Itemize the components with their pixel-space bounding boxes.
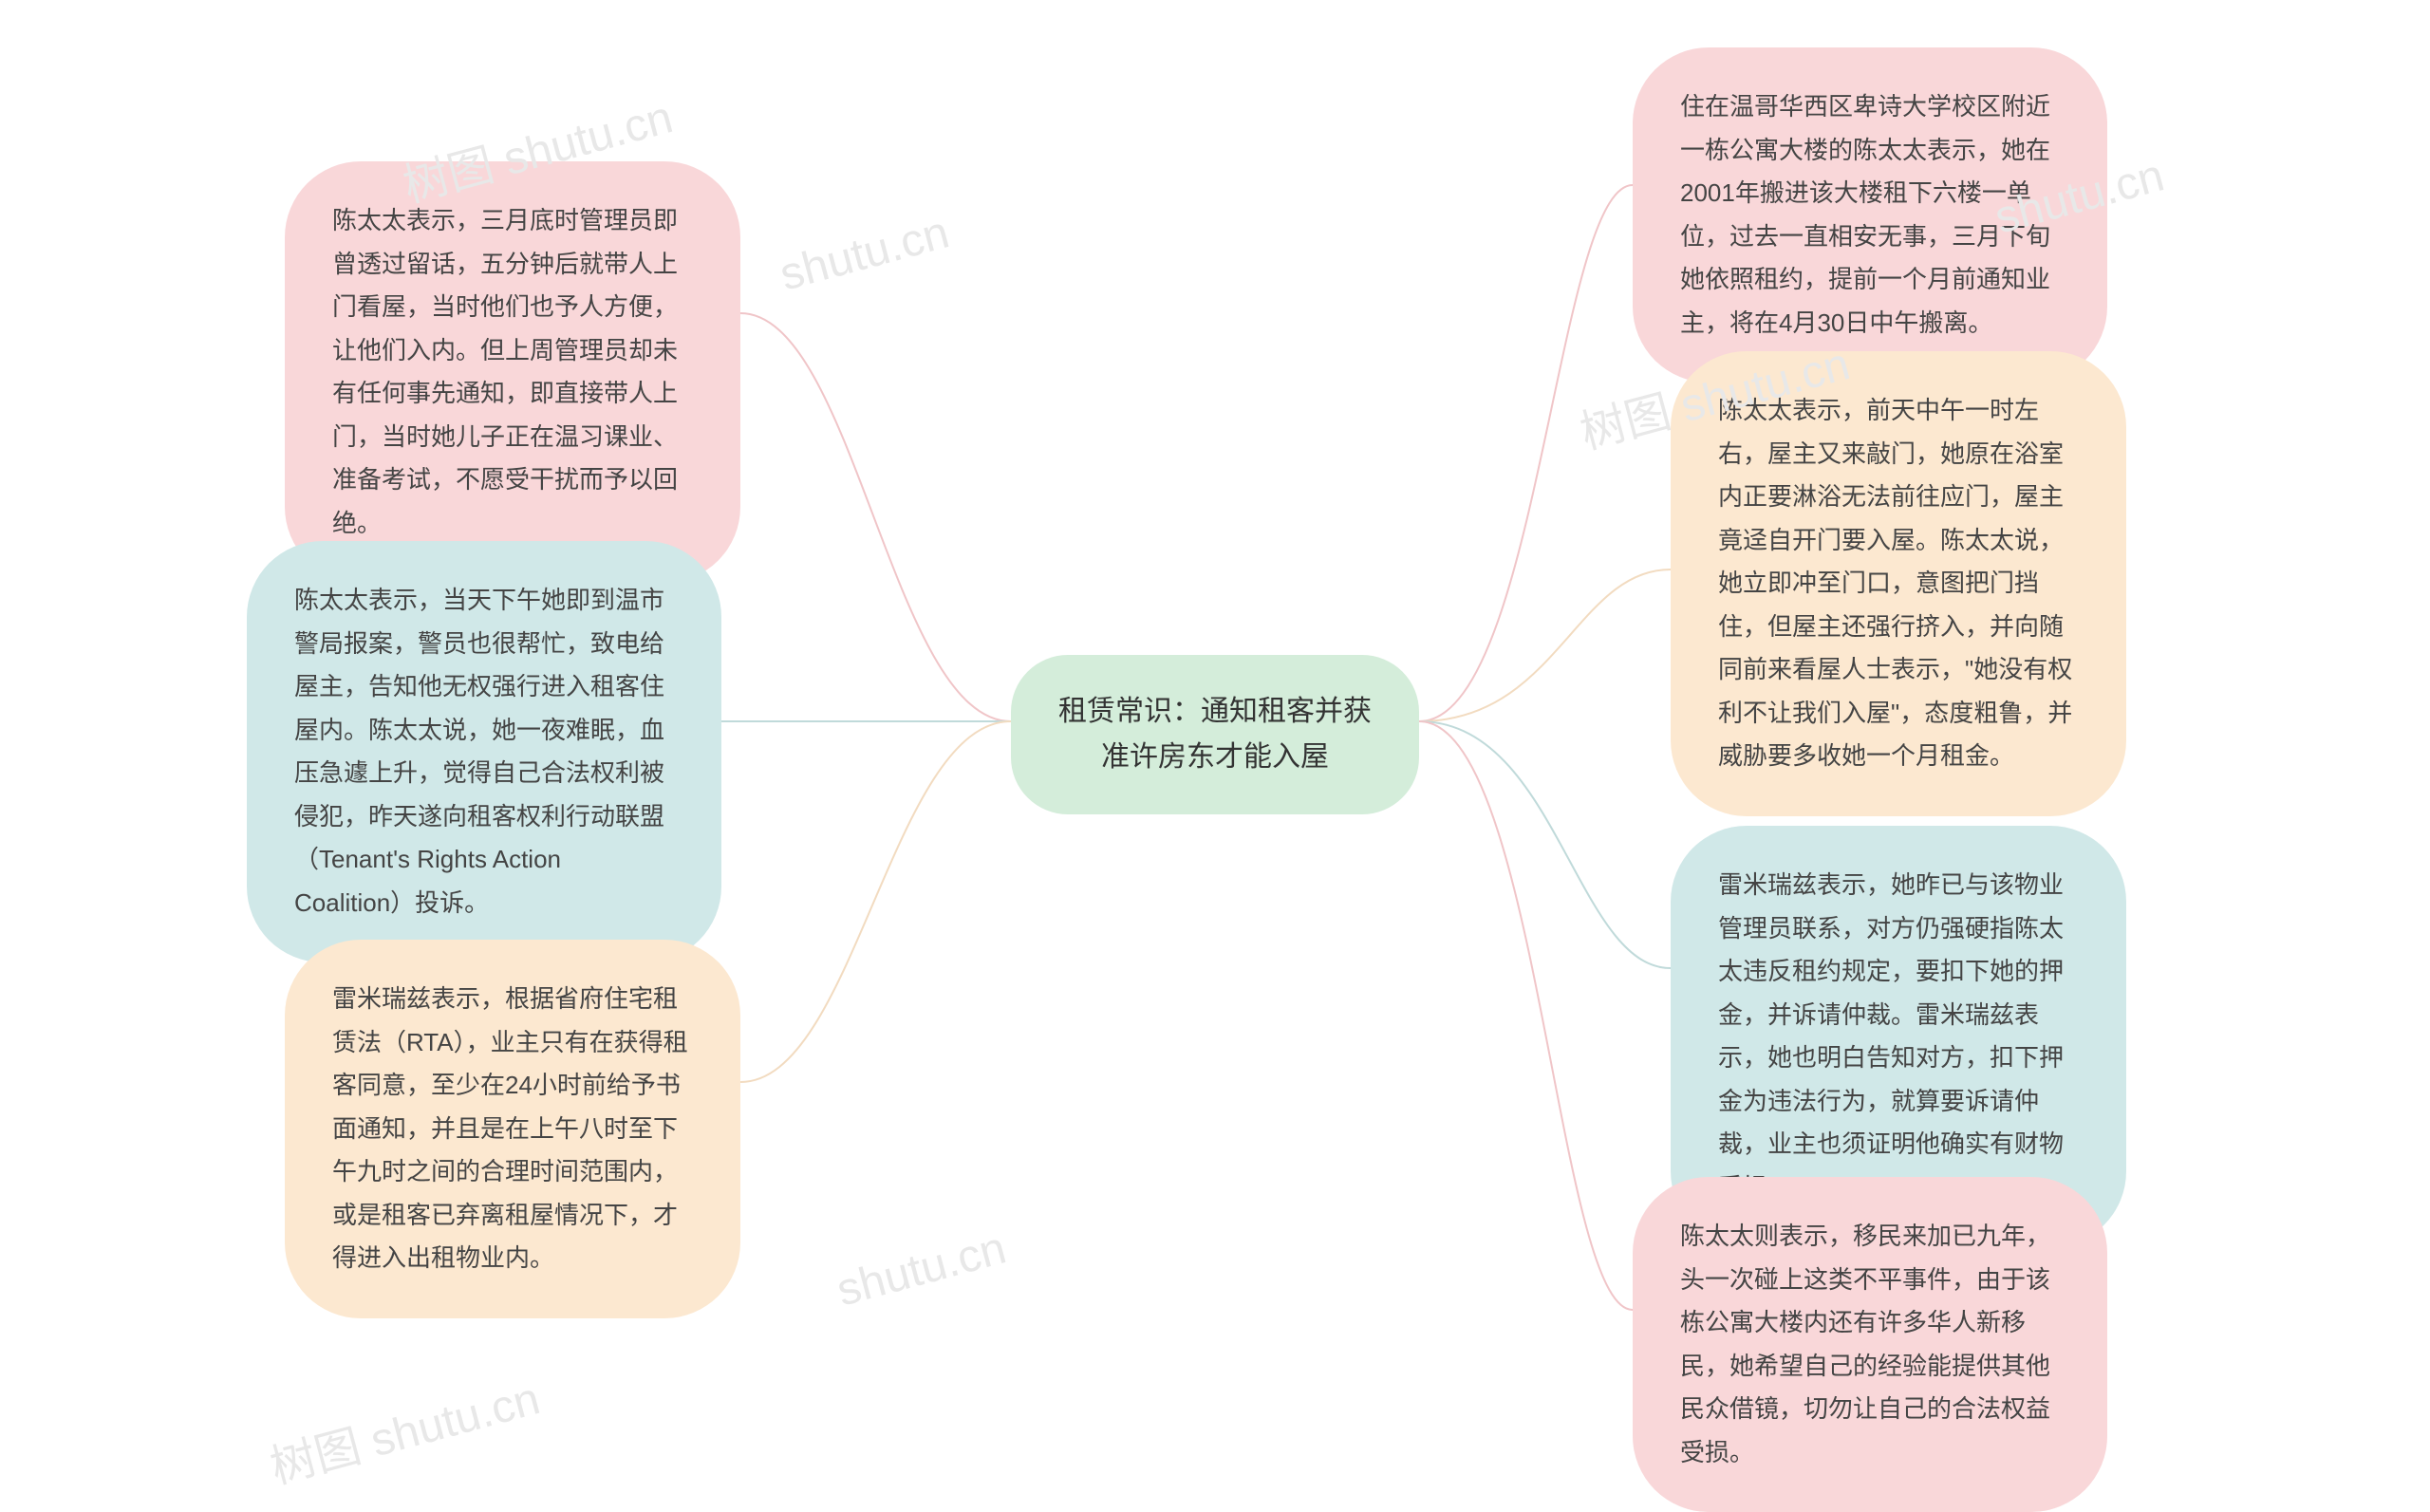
branch-left-0: 陈太太表示，三月底时管理员即曾透过留话，五分钟后就带人上门看屋，当时他们也予人方…: [285, 161, 740, 583]
watermark-1: shutu.cn: [775, 206, 955, 301]
branch-right-1: 陈太太表示，前天中午一时左右，屋主又来敲门，她原在浴室内正要淋浴无法前往应门，屋…: [1671, 351, 2126, 816]
watermark-5: 树图 shutu.cn: [262, 1361, 546, 1497]
branch-left-2: 雷米瑞兹表示，根据省府住宅租赁法（RTA），业主只有在获得租客同意，至少在24小…: [285, 940, 740, 1318]
conn-r3: [1419, 721, 1633, 1310]
branch-right-0: 住在温哥华西区卑诗大学校区附近一栋公寓大楼的陈太太表示，她在2001年搬进该大楼…: [1633, 47, 2107, 383]
conn-l2: [740, 721, 1011, 1082]
center-node: 租赁常识：通知租客并获准许房东才能入屋: [1011, 655, 1419, 814]
branch-left-1: 陈太太表示，当天下午她即到温市警局报案，警员也很帮忙，致电给屋主，告知他无权强行…: [247, 541, 721, 962]
watermark-4: shutu.cn: [832, 1222, 1012, 1316]
conn-r1: [1419, 569, 1671, 721]
conn-r0: [1419, 185, 1633, 721]
conn-r2: [1419, 721, 1671, 968]
branch-right-3: 陈太太则表示，移民来加已九年，头一次碰上这类不平事件，由于该栋公寓大楼内还有许多…: [1633, 1177, 2107, 1512]
conn-l0: [740, 313, 1011, 721]
